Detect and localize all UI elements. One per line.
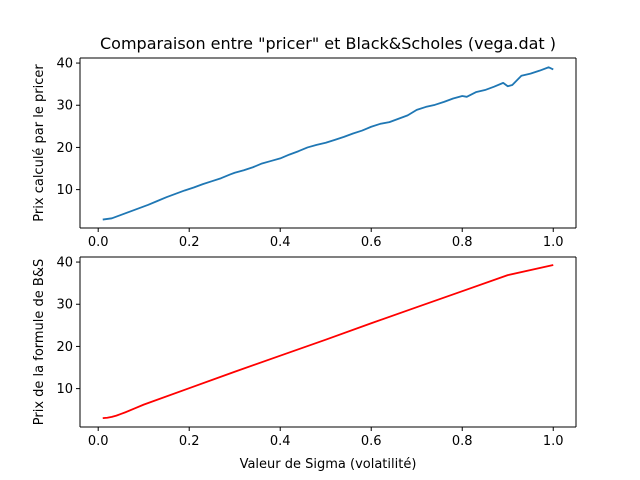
- top-y-tick-label: 10: [56, 183, 73, 198]
- top-x-tick-label: 0.4: [270, 235, 291, 250]
- top-y-ticks: 10 20 30 40: [56, 57, 80, 198]
- top-y-tick-label: 20: [56, 141, 73, 156]
- top-x-tick-label: 0.2: [179, 235, 200, 250]
- bottom-y-axis-label: Prix de la formule de B&S: [32, 259, 47, 425]
- bottom-y-tick-label: 30: [56, 298, 73, 313]
- bottom-y-tick-label: 20: [56, 340, 73, 355]
- bottom-y-tick-label: 40: [56, 256, 73, 271]
- pricer-series-line: [102, 66, 554, 221]
- bottom-x-tick-label: 1.0: [543, 434, 564, 449]
- bottom-x-tick-label: 0.4: [270, 434, 291, 449]
- top-x-ticks: 0.0 0.2 0.4 0.6 0.8 1.0: [88, 228, 564, 250]
- bottom-subplot: 0.0 0.2 0.4 0.6 0.8 1.0 10 20 30 40 Prix de la f…: [32, 256, 577, 472]
- top-y-axis-label: Prix calculé par le pricer: [32, 64, 47, 222]
- bottom-x-tick-label: 0.8: [452, 434, 473, 449]
- top-y-tick-label: 40: [56, 57, 73, 72]
- top-x-tick-label: 1.0: [543, 235, 564, 250]
- bs-formula-series-line: [102, 264, 554, 420]
- bottom-y-ticks: 10 20 30 40: [56, 256, 80, 397]
- bottom-x-tick-label: 0.0: [88, 434, 109, 449]
- chart-title: Comparaison entre "pricer" et Black&Scho…: [100, 34, 556, 53]
- top-y-tick-label: 30: [56, 99, 73, 114]
- bottom-x-tick-label: 0.2: [179, 434, 200, 449]
- top-x-tick-label: 0.0: [88, 235, 109, 250]
- bottom-x-ticks: 0.0 0.2 0.4 0.6 0.8 1.0: [88, 427, 564, 449]
- top-x-tick-label: 0.6: [361, 235, 382, 250]
- bottom-x-axis-label: Valeur de Sigma (volatilité): [240, 457, 417, 472]
- top-subplot: 0.0 0.2 0.4 0.6 0.8 1.0 10 20 30 40 Prix calculé…: [32, 57, 577, 250]
- top-x-tick-label: 0.8: [452, 235, 473, 250]
- bottom-x-tick-label: 0.6: [361, 434, 382, 449]
- bottom-y-tick-label: 10: [56, 382, 73, 397]
